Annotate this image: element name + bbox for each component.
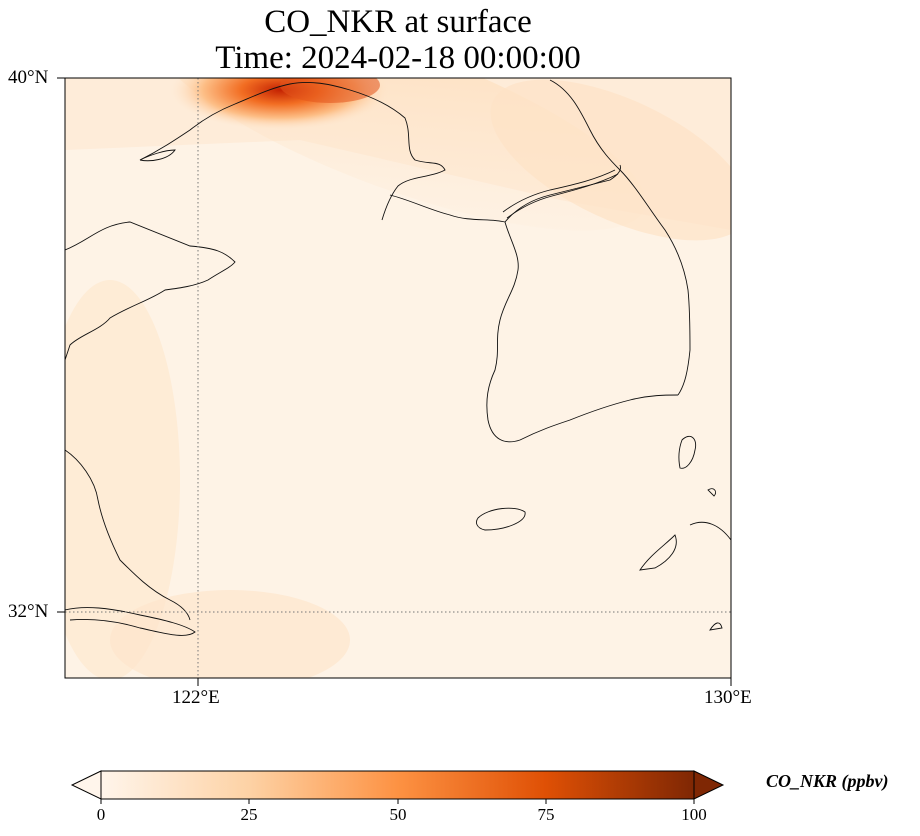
colorbar-tick-0: 0 (96, 805, 106, 824)
gridlines (65, 78, 731, 678)
colorbar-label: CO_NKR (ppbv) (766, 771, 889, 791)
co-concentration-field (65, 78, 731, 678)
colorbar-gradient (101, 771, 694, 799)
lat-tick-40n: 40°N (8, 67, 49, 88)
coastlines (65, 79, 731, 636)
colorbar-tick-50: 50 (389, 805, 407, 824)
colorbar-tick-75: 75 (537, 805, 555, 824)
map-title: CO_NKR at surface (264, 4, 532, 40)
map-subtitle: Time: 2024-02-18 00:00:00 (215, 40, 581, 76)
map-frame (64, 77, 732, 679)
lon-tick-130e: 130°E (704, 687, 752, 708)
colorbar-max-extend (693, 770, 725, 800)
colorbar-tick-100: 100 (681, 805, 707, 824)
colorbar-tick-25: 25 (240, 805, 258, 824)
lat-tick-32n: 32°N (8, 601, 49, 622)
lon-tick-122e: 122°E (172, 687, 220, 708)
colorbar-min-extend (70, 770, 102, 800)
